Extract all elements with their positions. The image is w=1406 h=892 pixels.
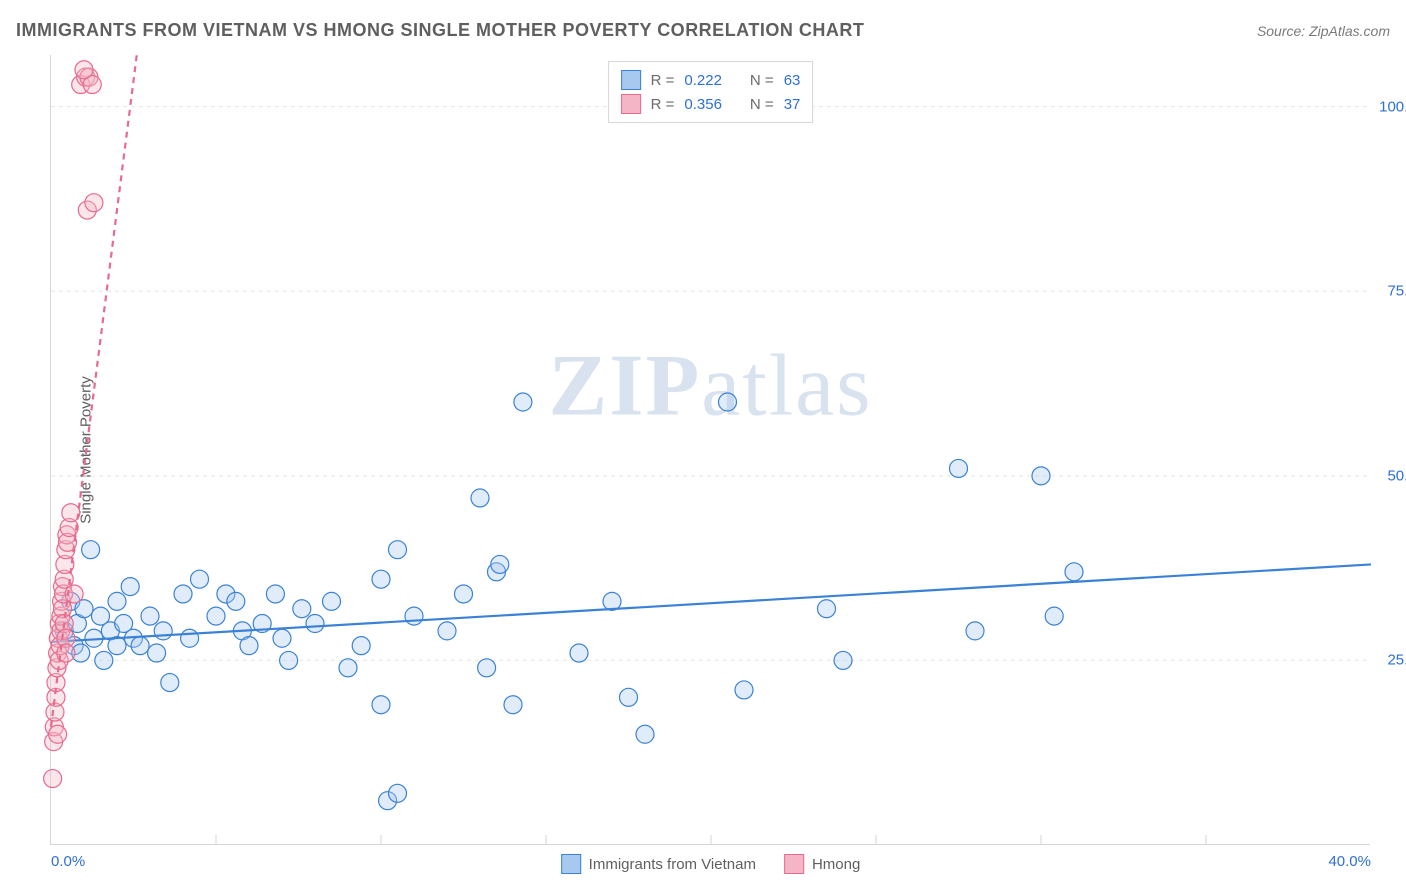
x-tick-label: 0.0%: [51, 853, 85, 870]
x-tick-label: 40.0%: [1328, 853, 1371, 870]
r-label: R =: [651, 72, 675, 89]
n-label: N =: [750, 96, 774, 113]
plot-svg: [51, 55, 1370, 844]
y-tick-label: 50.0%: [1387, 467, 1406, 484]
legend-item-vietnam: Immigrants from Vietnam: [561, 854, 756, 874]
chart-title: IMMIGRANTS FROM VIETNAM VS HMONG SINGLE …: [16, 20, 864, 41]
r-label: R =: [651, 96, 675, 113]
legend-label-vietnam: Immigrants from Vietnam: [589, 856, 756, 873]
swatch-vietnam-bottom: [561, 854, 581, 874]
legend-row-hmong: R = 0.356 N = 37: [621, 92, 801, 116]
scatter-plot: ZIPatlas R = 0.222 N = 63 R = 0.356 N = …: [50, 55, 1370, 845]
swatch-hmong-bottom: [784, 854, 804, 874]
source-label: Source: ZipAtlas.com: [1257, 23, 1390, 39]
legend-row-vietnam: R = 0.222 N = 63: [621, 68, 801, 92]
n-label: N =: [750, 72, 774, 89]
y-tick-label: 100.0%: [1379, 98, 1406, 115]
r-value-hmong: 0.356: [684, 96, 722, 113]
swatch-vietnam: [621, 70, 641, 90]
legend-item-hmong: Hmong: [784, 854, 860, 874]
n-value-hmong: 37: [784, 96, 801, 113]
series-legend: Immigrants from Vietnam Hmong: [561, 854, 861, 874]
correlation-legend: R = 0.222 N = 63 R = 0.356 N = 37: [608, 61, 814, 123]
n-value-vietnam: 63: [784, 72, 801, 89]
y-tick-label: 25.0%: [1387, 652, 1406, 669]
swatch-hmong: [621, 94, 641, 114]
r-value-vietnam: 0.222: [684, 72, 722, 89]
y-tick-label: 75.0%: [1387, 283, 1406, 300]
legend-label-hmong: Hmong: [812, 856, 860, 873]
